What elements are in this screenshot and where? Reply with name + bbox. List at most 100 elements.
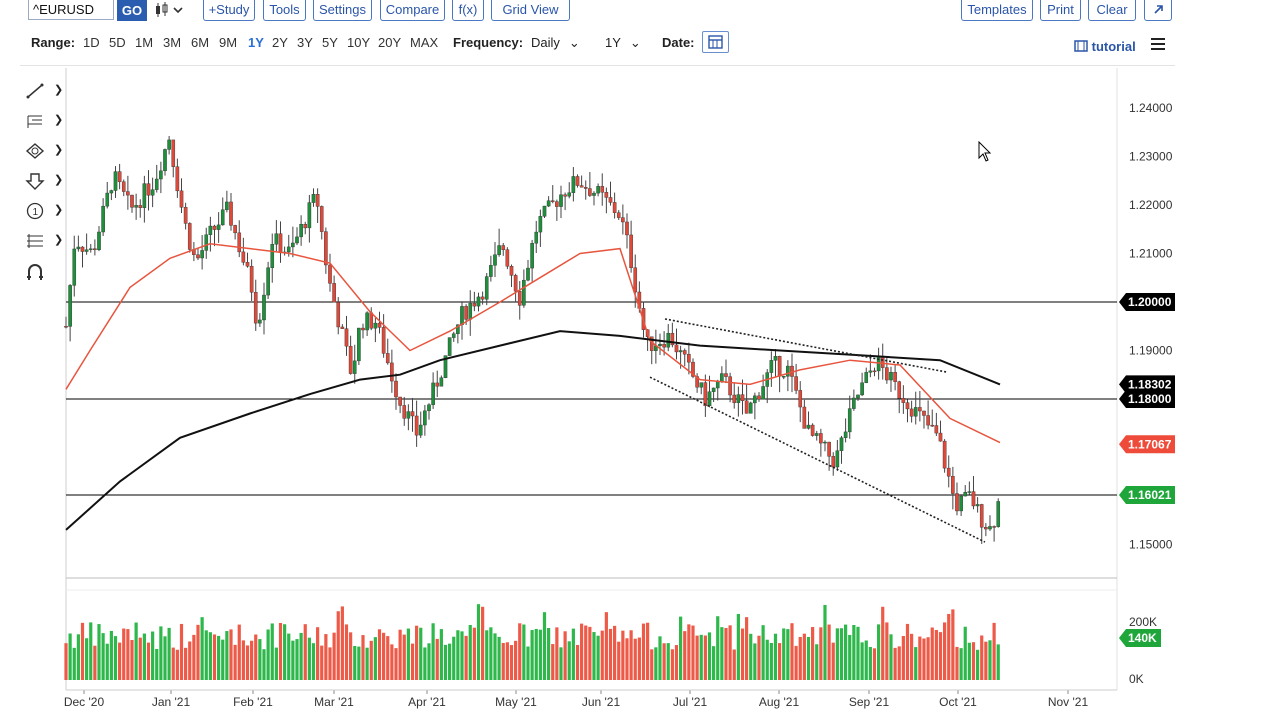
volume-bar bbox=[976, 649, 980, 680]
candle-body bbox=[93, 248, 97, 251]
range-1m[interactable]: 1M bbox=[135, 35, 154, 50]
candle-body bbox=[864, 372, 869, 383]
volume-bar bbox=[349, 632, 353, 680]
candle-body bbox=[307, 202, 312, 229]
volume-bar bbox=[167, 627, 171, 680]
range-2y[interactable]: 2Y bbox=[272, 35, 288, 50]
menu-icon[interactable] bbox=[1151, 38, 1165, 50]
candle-body bbox=[728, 376, 732, 396]
volume-bar bbox=[943, 622, 947, 680]
tutorial-link[interactable]: tutorial bbox=[1074, 39, 1136, 54]
fibonacci-tool-button[interactable]: ❯ bbox=[24, 232, 64, 252]
candle-body bbox=[142, 183, 147, 208]
volume-bar bbox=[683, 631, 687, 680]
text-tool-icon bbox=[27, 115, 42, 128]
volume-bar bbox=[390, 644, 394, 680]
line-tool-button[interactable]: ❯ bbox=[24, 82, 64, 102]
range-6m[interactable]: 6M bbox=[191, 35, 210, 50]
moving-average-black-line bbox=[65, 330, 1001, 531]
candle-body bbox=[530, 243, 534, 269]
candle-body bbox=[913, 407, 918, 417]
print-button[interactable]: Print bbox=[1040, 0, 1081, 21]
text-tool-button[interactable]: ❯ bbox=[24, 112, 64, 132]
chevron-right-icon: ❯ bbox=[54, 84, 64, 96]
candle-body bbox=[229, 201, 233, 226]
volume-bar bbox=[233, 644, 237, 680]
x-axis-tick-label: Dec '20 bbox=[64, 695, 105, 709]
volume-bar bbox=[571, 628, 575, 680]
shape-tool-button[interactable]: ❯ bbox=[24, 142, 64, 162]
candle-body bbox=[802, 406, 807, 429]
volume-bar bbox=[905, 623, 910, 680]
range-1y[interactable]: 1Y bbox=[248, 35, 264, 50]
range-10y[interactable]: 10Y bbox=[347, 35, 371, 50]
volume-bar bbox=[377, 629, 382, 680]
volume-bar bbox=[493, 633, 497, 680]
frequency-dropdown[interactable]: Daily ⌄ bbox=[531, 35, 580, 51]
candle-body bbox=[451, 333, 456, 338]
range-3y[interactable]: 3Y bbox=[297, 35, 313, 50]
date-label: Date: bbox=[662, 35, 695, 50]
range-max[interactable]: MAX bbox=[410, 35, 439, 50]
candle-body bbox=[216, 224, 221, 230]
volume-bar bbox=[435, 638, 439, 680]
candle-body bbox=[134, 205, 138, 208]
volume-bar bbox=[707, 632, 712, 680]
x-axis-tick-label: Feb '21 bbox=[233, 695, 273, 709]
candle-body bbox=[493, 254, 497, 266]
templates-button[interactable]: Templates bbox=[961, 0, 1033, 21]
volume-bar bbox=[542, 612, 547, 680]
volume-bar bbox=[130, 639, 134, 680]
settings-button[interactable]: Settings bbox=[313, 0, 372, 21]
volume-bar bbox=[311, 643, 316, 680]
volume-bar bbox=[827, 624, 831, 680]
volume-bar bbox=[769, 642, 773, 680]
range-20y[interactable]: 20Y bbox=[378, 35, 402, 50]
symbol-input[interactable]: ^EURUSD bbox=[28, 0, 114, 20]
candle-body bbox=[109, 190, 114, 194]
arrow-tool-button[interactable]: ❯ bbox=[24, 172, 64, 192]
chart-type-dropdown[interactable] bbox=[153, 2, 185, 20]
candle-body bbox=[707, 391, 712, 407]
x-axis-tick-label: Oct '21 bbox=[939, 695, 977, 709]
candle-body bbox=[245, 262, 250, 267]
popout-button[interactable] bbox=[1144, 0, 1172, 21]
compare-button[interactable]: Compare bbox=[380, 0, 445, 21]
volume-bar bbox=[394, 648, 398, 680]
candle-body bbox=[427, 404, 431, 412]
period-dropdown[interactable]: 1Y ⌄ bbox=[605, 35, 641, 51]
range-5d[interactable]: 5D bbox=[109, 35, 126, 50]
candle-body bbox=[501, 245, 506, 250]
grid-view-button[interactable]: Grid View bbox=[491, 0, 570, 21]
volume-bar bbox=[80, 622, 85, 680]
volume-bar bbox=[427, 643, 431, 680]
volume-bar bbox=[245, 645, 250, 680]
magnet-tool-button[interactable] bbox=[24, 262, 64, 282]
candle-body bbox=[769, 360, 774, 373]
range-3m[interactable]: 3M bbox=[163, 35, 182, 50]
function-button[interactable]: f(x) bbox=[452, 0, 484, 21]
range-9m[interactable]: 9M bbox=[219, 35, 238, 50]
volume-bar bbox=[89, 622, 93, 680]
candle-body bbox=[893, 372, 897, 382]
range-5y[interactable]: 5Y bbox=[322, 35, 338, 50]
range-1d[interactable]: 1D bbox=[83, 35, 100, 50]
date-picker-button[interactable] bbox=[702, 31, 729, 53]
annotation-tool-button[interactable]: 1 ❯ bbox=[24, 202, 64, 222]
volume-bar bbox=[732, 649, 736, 680]
arrow-tool-icon bbox=[25, 173, 45, 190]
clear-button[interactable]: Clear bbox=[1088, 0, 1136, 21]
volume-bar bbox=[353, 645, 357, 680]
volume-bar bbox=[761, 625, 765, 680]
volume-bar bbox=[600, 630, 604, 680]
divider bbox=[20, 65, 1175, 66]
volume-bar bbox=[608, 628, 613, 680]
tools-button[interactable]: Tools bbox=[263, 0, 306, 21]
volume-bar bbox=[629, 630, 633, 680]
volume-bar bbox=[204, 630, 208, 680]
candle-body bbox=[344, 328, 349, 347]
go-button[interactable]: GO bbox=[117, 0, 147, 21]
frequency-value: Daily bbox=[531, 35, 560, 50]
add-study-button[interactable]: +Study bbox=[203, 0, 255, 21]
